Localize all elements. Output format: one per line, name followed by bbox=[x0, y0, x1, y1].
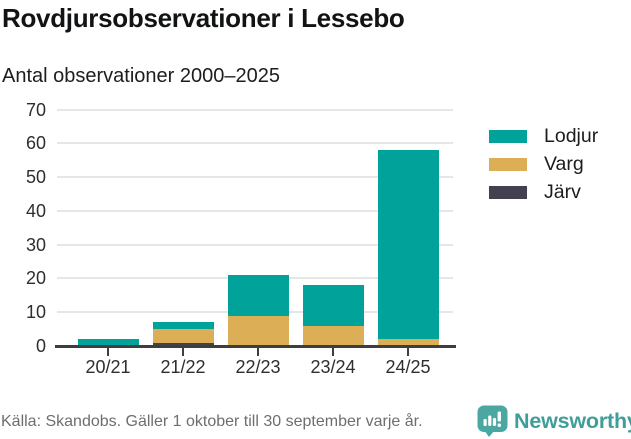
x-tick-22/23 bbox=[257, 348, 259, 356]
legend-item-lodjur: Lodjur bbox=[489, 125, 599, 147]
bar-segment-lodjur-22/23 bbox=[227, 275, 289, 316]
x-axis-line bbox=[55, 345, 456, 348]
x-axis-label-22/23: 22/23 bbox=[235, 357, 281, 377]
y-axis-label-20: 20 bbox=[25, 268, 46, 289]
x-axis-label-20/21: 20/21 bbox=[85, 357, 131, 377]
x-tick-20/21 bbox=[107, 348, 109, 356]
bar-segment-järv-21/22 bbox=[152, 342, 214, 346]
x-tick-23/24 bbox=[332, 348, 334, 356]
bar-segment-varg-21/22 bbox=[152, 329, 214, 343]
bar-segment-varg-23/24 bbox=[302, 325, 364, 346]
chart-subtitle: Antal observationer 2000–2025 bbox=[2, 65, 280, 87]
y-axis-label-70: 70 bbox=[25, 99, 46, 120]
legend-item-järv: Järv bbox=[489, 181, 598, 203]
chart-title: Rovdjursobservationer i Lessebo bbox=[2, 3, 405, 33]
bar-segment-lodjur-21/22 bbox=[152, 322, 214, 330]
y-axis-label-60: 60 bbox=[25, 133, 46, 154]
legend-swatch-lodjur bbox=[489, 130, 527, 143]
y-axis-label-0: 0 bbox=[35, 336, 46, 356]
bar-23/24 bbox=[302, 285, 364, 346]
x-axis-label-24/25: 24/25 bbox=[385, 357, 431, 377]
x-tick-21/22 bbox=[182, 348, 184, 356]
gridline-70 bbox=[57, 108, 453, 111]
legend-label-järv: Järv bbox=[544, 181, 581, 203]
newsworthy-logo-icon bbox=[477, 405, 508, 437]
bar-20/21 bbox=[77, 339, 139, 346]
legend-label-lodjur: Lodjur bbox=[544, 125, 599, 147]
y-axis-label-50: 50 bbox=[25, 167, 46, 188]
newsworthy-wordmark: Newsworthy bbox=[514, 408, 631, 433]
y-axis-label-40: 40 bbox=[25, 200, 46, 221]
y-axis-label-10: 10 bbox=[25, 302, 46, 323]
legend: Lodjur Varg Järv bbox=[489, 125, 599, 210]
plot-area bbox=[55, 98, 453, 346]
bar-segment-varg-22/23 bbox=[227, 315, 289, 346]
gridline-50 bbox=[57, 176, 453, 179]
legend-label-varg: Varg bbox=[544, 153, 584, 175]
legend-swatch-järv bbox=[489, 186, 527, 199]
gridline-30 bbox=[57, 243, 453, 246]
x-axis-label-21/22: 21/22 bbox=[160, 357, 206, 377]
legend-item-varg: Varg bbox=[489, 153, 598, 175]
bar-22/23 bbox=[227, 275, 289, 346]
bar-segment-lodjur-24/25 bbox=[377, 150, 439, 340]
bar-24/25 bbox=[377, 150, 439, 346]
source-note: Källa: Skandobs. Gäller 1 oktober till 3… bbox=[1, 413, 423, 430]
bar-segment-lodjur-20/21 bbox=[77, 339, 139, 346]
gridline-60 bbox=[57, 142, 453, 145]
legend-swatch-varg bbox=[489, 158, 527, 171]
x-axis-label-23/24: 23/24 bbox=[310, 357, 356, 377]
gridline-40 bbox=[57, 209, 453, 212]
y-axis-label-30: 30 bbox=[25, 234, 46, 255]
bar-21/22 bbox=[152, 322, 214, 346]
bar-segment-varg-24/25 bbox=[377, 339, 439, 346]
newsworthy-logo: Newsworthy bbox=[477, 405, 631, 437]
bar-segment-lodjur-23/24 bbox=[302, 285, 364, 326]
x-tick-24/25 bbox=[407, 348, 409, 356]
